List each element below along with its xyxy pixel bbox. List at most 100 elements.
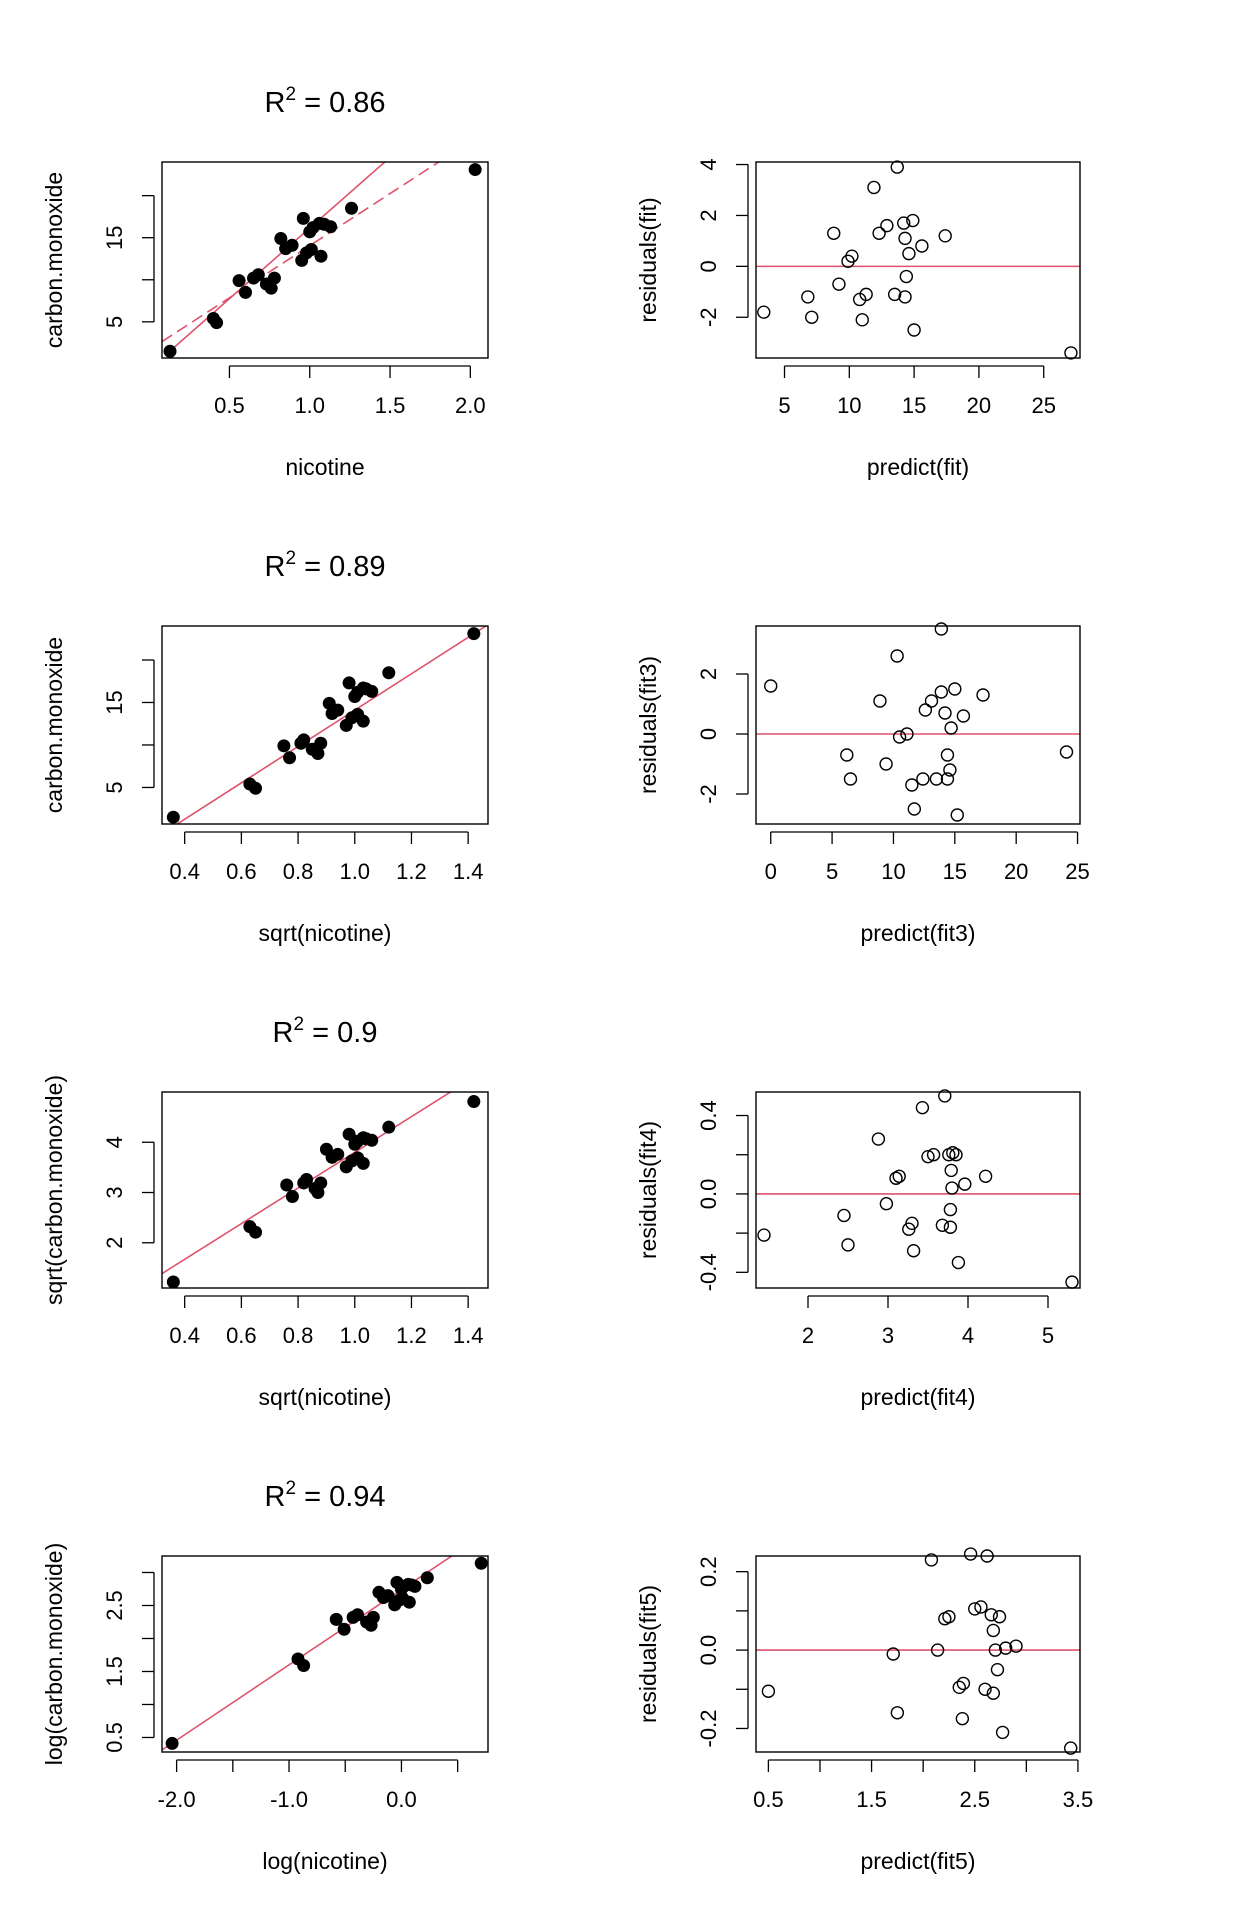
y-axis-title: carbon.monoxide	[41, 172, 67, 348]
data-point	[949, 1148, 963, 1162]
data-points	[761, 1547, 1078, 1755]
x-tick-label: 5	[778, 393, 790, 418]
data-point	[297, 1659, 311, 1673]
x-tick-label: 1.0	[339, 1323, 370, 1348]
data-point	[840, 748, 854, 762]
x-axis: 0.5 1.0 1.5 2.0	[214, 365, 486, 418]
data-point	[938, 229, 952, 243]
data-point	[757, 305, 771, 319]
plot-box	[161, 161, 489, 359]
data-point	[300, 1172, 314, 1186]
x-axis: 0.4 0.6 0.8 1.0 1.2 1.4	[169, 831, 484, 884]
data-point	[331, 1147, 345, 1161]
data-points	[166, 627, 481, 824]
y-tick-label: 5	[102, 316, 127, 328]
data-point	[905, 1216, 919, 1231]
y-axis: -0.4 0.0 0.4	[696, 1100, 749, 1291]
x-axis: 0.5 1.5 2.5 3.5	[753, 1759, 1093, 1812]
x-axis-title: predict(fit3)	[860, 920, 975, 946]
data-point	[761, 1684, 776, 1698]
data-point	[764, 679, 778, 693]
y-axis: 0.5 1.5 2.5	[102, 1571, 155, 1753]
data-point	[951, 1255, 966, 1270]
data-point	[757, 1228, 771, 1242]
data-point	[337, 1622, 351, 1636]
y-tick-label: -0.4	[696, 1253, 721, 1291]
data-point	[934, 622, 949, 636]
data-point	[958, 1177, 972, 1191]
y-tick-label: 0.2	[696, 1556, 721, 1587]
data-point	[267, 271, 281, 285]
data-point	[892, 1169, 906, 1183]
data-point	[898, 290, 912, 304]
data-point	[239, 285, 253, 299]
data-point	[365, 684, 379, 698]
data-point	[890, 649, 904, 663]
x-axis-title: predict(fit)	[867, 454, 969, 480]
y-tick-label: 1.5	[102, 1656, 127, 1687]
plot-box	[755, 161, 1081, 359]
data-point	[879, 757, 893, 771]
x-tick-label: 0.8	[283, 1323, 314, 1348]
plot-box	[755, 1555, 1081, 1753]
data-point	[467, 1095, 481, 1109]
y-axis: -2 0 2	[696, 668, 749, 804]
y-tick-label: 0.0	[696, 1179, 721, 1210]
data-point	[855, 313, 869, 327]
data-point	[873, 694, 887, 708]
data-point	[351, 1608, 365, 1622]
data-point	[924, 694, 939, 708]
chart-panel-4: 0 5 10 15 20 25 -2 0 2 predict(fit3) residuals(fit…	[635, 622, 1090, 946]
data-point	[999, 1641, 1013, 1655]
data-point	[841, 1238, 855, 1252]
data-point	[314, 249, 328, 263]
data-point	[285, 1190, 299, 1204]
data-point	[887, 287, 902, 302]
y-tick-label: 5	[102, 781, 127, 793]
data-point	[280, 1178, 294, 1192]
y-tick-label: 0	[696, 260, 721, 272]
data-point	[930, 1643, 945, 1657]
y-axis-title: log(carbon.monoxide)	[41, 1543, 67, 1765]
data-point	[944, 721, 958, 735]
data-point	[381, 1589, 395, 1603]
data-point	[880, 218, 894, 233]
x-tick-label: 1.4	[453, 859, 484, 884]
y-tick-label: 0.4	[696, 1100, 721, 1131]
data-point	[995, 1725, 1010, 1740]
data-point	[892, 730, 907, 744]
data-point	[845, 249, 859, 263]
data-point	[879, 1197, 894, 1211]
data-point	[950, 808, 964, 822]
x-tick-label: 10	[837, 393, 861, 418]
data-point	[344, 201, 358, 215]
data-point	[468, 163, 482, 177]
data-point	[978, 1169, 993, 1183]
data-point	[890, 1706, 905, 1720]
data-point	[938, 706, 952, 720]
r-squared-title: R2 = 0.94	[264, 1478, 385, 1513]
data-point	[283, 751, 297, 765]
x-axis: 2 3 4 5	[802, 1295, 1054, 1348]
data-point	[274, 232, 288, 246]
y-axis: 5 15	[102, 659, 155, 794]
data-point	[984, 1608, 998, 1622]
data-point	[944, 1163, 958, 1178]
data-point	[1059, 745, 1074, 759]
data-point	[420, 1571, 434, 1585]
x-tick-label: 20	[967, 393, 991, 418]
data-point	[945, 1181, 959, 1195]
x-tick-label: 3	[882, 1323, 894, 1348]
data-point	[916, 772, 930, 786]
data-point	[314, 736, 328, 750]
y-tick-label: 2	[102, 1237, 127, 1249]
y-axis: 2 3 4	[102, 1136, 155, 1249]
data-point	[1009, 1639, 1023, 1653]
data-point	[871, 1132, 886, 1146]
x-tick-label: 1.5	[856, 1787, 887, 1812]
x-tick-label: 0.4	[169, 1323, 200, 1348]
x-axis-title: predict(fit5)	[860, 1848, 975, 1874]
data-point	[232, 274, 246, 288]
data-point	[1064, 1741, 1078, 1755]
data-point	[986, 1686, 1001, 1700]
